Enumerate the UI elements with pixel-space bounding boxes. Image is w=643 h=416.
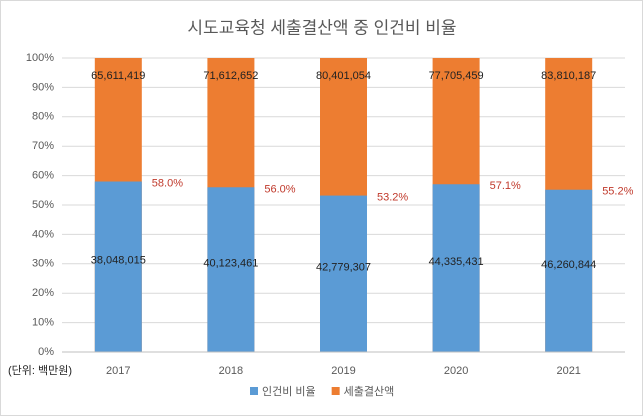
bar-segment (432, 184, 480, 352)
data-label: 46,260,844 (541, 259, 596, 271)
x-tick-label: 2021 (556, 365, 580, 377)
data-label: 83,810,187 (541, 70, 596, 82)
ratio-label: 56.0% (264, 183, 295, 195)
y-tick-label: 0% (38, 346, 54, 358)
y-tick-label: 50% (32, 199, 54, 211)
y-tick-label: 20% (32, 287, 54, 299)
data-label: 71,612,652 (203, 70, 258, 82)
x-tick-label: 2018 (219, 365, 243, 377)
y-tick-label: 30% (32, 258, 54, 270)
ratio-label: 58.0% (152, 177, 183, 189)
chart-title: 시도교육청 세출결산액 중 인건비 비율 (187, 18, 456, 37)
unit-note: (단위: 백만원) (8, 364, 72, 377)
x-tick-label: 2020 (444, 365, 468, 377)
y-tick-label: 80% (32, 111, 54, 123)
data-label: 44,335,431 (429, 256, 484, 268)
y-tick-label: 60% (32, 170, 54, 182)
legend-label: 세출결산액 (344, 385, 395, 398)
x-tick-label: 2019 (331, 365, 355, 377)
legend-swatch (250, 387, 258, 395)
legend-label: 인건비 비율 (262, 385, 316, 398)
bar-segment (94, 181, 142, 352)
legend-swatch (331, 387, 340, 395)
ratio-label: 55.2% (602, 186, 633, 198)
bar-segment (545, 189, 593, 352)
y-tick-label: 100% (26, 52, 54, 64)
ratio-label: 57.1% (490, 180, 521, 192)
x-tick-label: 2017 (106, 365, 130, 377)
data-label: 38,048,015 (91, 255, 146, 267)
y-tick-label: 40% (32, 228, 54, 240)
y-tick-label: 90% (32, 81, 54, 93)
bar-segment (320, 195, 367, 352)
data-label: 80,401,054 (316, 70, 371, 82)
data-label: 40,123,461 (203, 258, 258, 270)
data-label: 65,611,419 (91, 70, 145, 82)
y-tick-label: 10% (32, 317, 54, 329)
ratio-label: 53.2% (377, 191, 408, 203)
data-label: 77,705,459 (429, 70, 484, 82)
bar-segment (207, 187, 255, 352)
y-tick-label: 70% (32, 140, 54, 152)
data-label: 42,779,307 (316, 262, 371, 274)
